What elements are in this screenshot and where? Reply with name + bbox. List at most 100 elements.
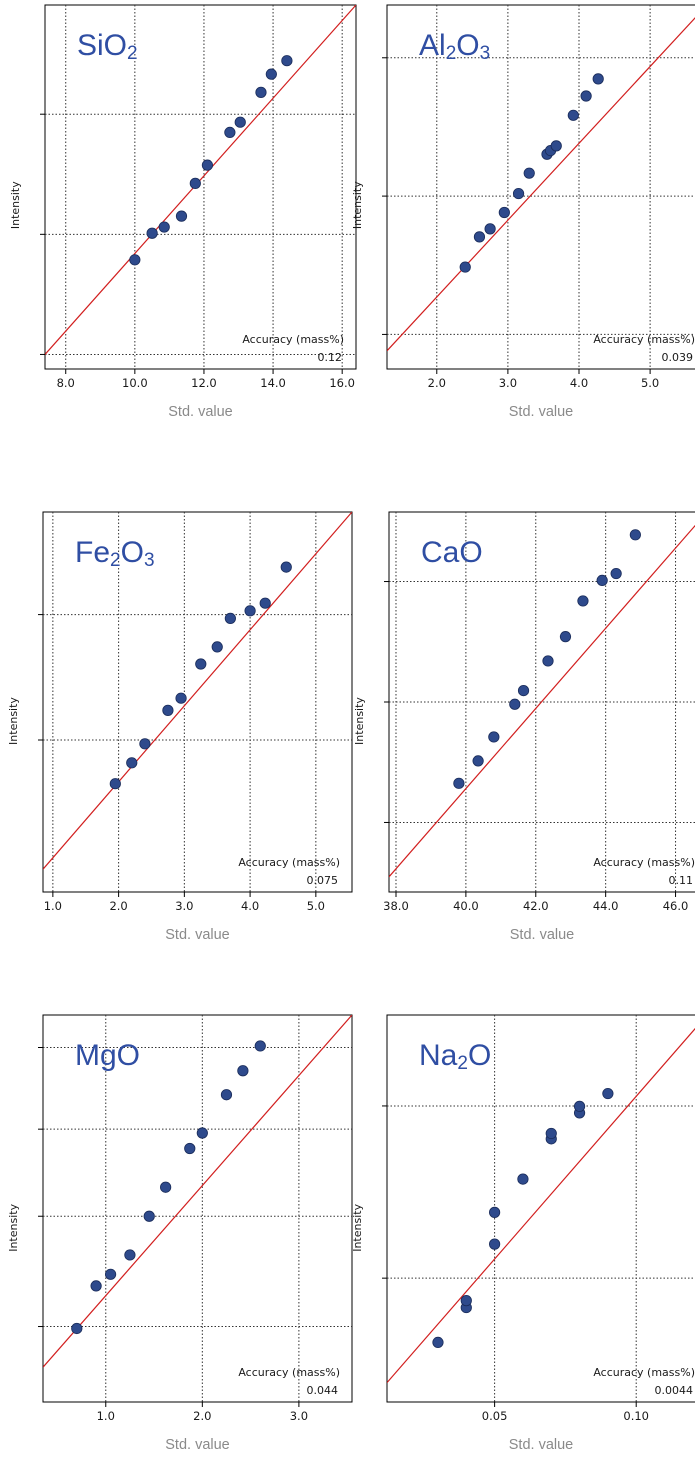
x-tick-label: 2.0 [109,899,127,913]
chart-title: SiO2 [77,29,138,64]
data-point [175,692,187,704]
x-tick-label: 1.0 [44,899,62,913]
x-tick-label: 3.0 [499,376,517,390]
accuracy-value: 0.075 [307,874,339,887]
x-tick-label: 44.0 [593,899,619,913]
chart-panel: 1.0 2.0 3.0 MgO Accuracy (mass%) 0.044 Intensi… [7,1014,353,1453]
plot-frame [42,1014,353,1403]
data-point [484,223,496,235]
data-point [498,206,510,219]
data-point [160,1181,172,1193]
x-tick-label: 5.0 [641,376,659,390]
data-point [71,1322,83,1335]
data-point [280,561,292,573]
accuracy-label: Accuracy (mass%) [238,1366,340,1379]
x-tick-label: 12.0 [191,376,217,390]
data-point [129,254,141,266]
calibration-line [389,524,695,878]
data-point [90,1280,102,1292]
data-point [580,90,592,102]
data-point [244,605,256,617]
x-tick-label: 10.0 [122,376,148,390]
data-point [162,704,174,716]
x-axis-label: Std. value [509,404,574,420]
data-point [196,1127,208,1139]
chart-title: Na2O [419,1039,491,1074]
x-tick-label: 16.0 [329,376,355,390]
calibration-line [43,1015,352,1368]
accuracy-value: 0.039 [662,351,694,364]
data-point [124,1249,136,1261]
chart-title: Al2O3 [419,29,490,64]
data-point [472,755,484,767]
y-axis-label: Intensity [351,181,364,229]
data-point [184,1142,196,1155]
y-axis-label: Intensity [351,1203,364,1251]
chart-panel: 2.0 3.0 4.0 5.0 Al2O3 Accuracy (mass%) 0.039 In… [351,4,695,420]
x-tick-label: 40.0 [453,899,479,913]
data-point [201,159,214,171]
data-point [567,109,579,121]
x-tick-label: 46.0 [663,899,689,913]
x-tick-label: 5.0 [307,899,325,913]
accuracy-label: Accuracy (mass%) [242,333,344,346]
data-point [432,1336,444,1349]
data-point [592,73,604,85]
y-axis-label: Intensity [7,697,20,745]
x-tick-label: 3.0 [175,899,193,913]
data-point [577,595,589,607]
chart-panel: 0.05 0.10 Na2O Accuracy (mass%) 0.0044 Intens… [351,1014,695,1453]
chart-panel: 1.0 2.0 3.0 4.0 5.0 Fe2O3 Accuracy (mass%) 0.07… [7,511,353,943]
data-point [459,261,471,273]
plot-frame [42,511,353,893]
x-axis-label: Std. value [165,1437,230,1453]
data-point [237,1065,249,1077]
data-point [224,612,236,625]
data-point [139,738,151,750]
chart-panel: 38.0 40.0 42.0 44.0 46.0 CaO Accuracy (mass%) 0… [353,511,695,943]
data-point [460,1295,472,1307]
x-tick-label: 8.0 [57,376,75,390]
data-point [473,231,486,243]
x-tick-label: 4.0 [241,899,259,913]
data-point [602,1087,614,1100]
calibration-line [43,512,352,870]
plot-frame [386,4,695,370]
data-point [489,1238,501,1250]
x-tick-label: 2.0 [428,376,446,390]
x-tick-label: 0.10 [623,1409,649,1423]
data-point [523,167,535,179]
data-point [143,1210,155,1222]
data-point [109,778,121,790]
y-axis-label: Intensity [7,1203,20,1251]
data-point [158,221,170,233]
data-point [220,1089,233,1101]
calibration-line [387,1027,695,1384]
x-axis-label: Std. value [509,1437,574,1453]
accuracy-value: 0.0044 [655,1384,694,1397]
calibration-line [45,5,356,355]
data-point [259,597,271,609]
x-tick-label: 38.0 [383,899,409,913]
data-point [126,757,138,769]
x-axis-label: Std. value [168,404,233,420]
data-point [517,684,530,697]
data-point [489,1206,501,1218]
chart-panel: 8.0 10.0 12.0 14.0 16.0 SiO2 Accuracy (mass%) 0… [9,4,357,420]
accuracy-label: Accuracy (mass%) [593,856,695,869]
x-tick-label: 14.0 [260,376,286,390]
data-point [224,126,236,138]
y-axis-label: Intensity [9,181,22,229]
accuracy-label: Accuracy (mass%) [593,1366,695,1379]
x-axis-label: Std. value [165,927,230,943]
accuracy-value: 0.12 [318,351,343,364]
data-point [211,641,223,653]
data-point [254,1040,266,1052]
data-point [550,140,562,152]
data-point [189,177,201,189]
data-point [545,1127,557,1140]
x-axis-label: Std. value [510,927,575,943]
plot-frame [44,4,357,370]
data-point [265,68,277,80]
